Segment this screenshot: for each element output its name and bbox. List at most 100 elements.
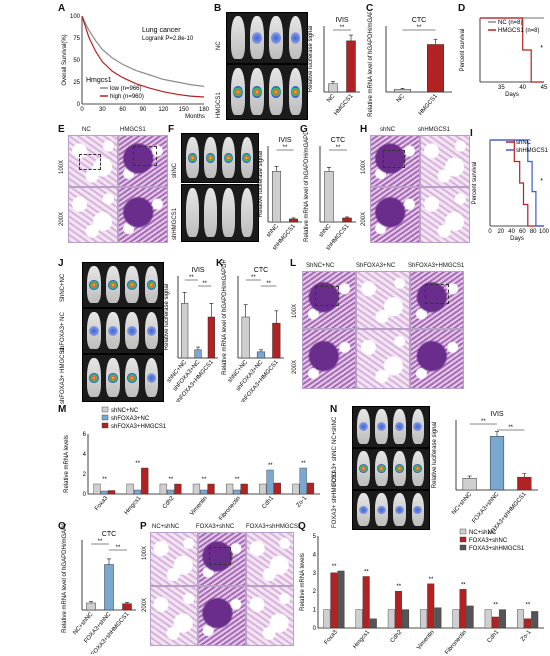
histology-shnc-100x xyxy=(370,135,420,187)
row-label-shhmgcs1: shHMGCS1 xyxy=(172,207,178,240)
mouse-silhouette xyxy=(269,16,283,59)
histology-p-3-100x xyxy=(246,532,294,586)
legend-label: high (n=960) xyxy=(110,94,144,100)
mouse-silhouette xyxy=(222,188,236,237)
legend-label: NC (n=8) xyxy=(498,20,523,26)
bar xyxy=(289,218,298,223)
y-tick-label: 3 xyxy=(313,571,317,577)
bar xyxy=(292,483,300,495)
x-tick-label: 60 xyxy=(519,229,526,235)
y-axis-label: Relative luciferase signal xyxy=(258,151,264,217)
series-line xyxy=(490,139,544,227)
significance-label: ** xyxy=(202,281,207,287)
ivis-image-shnc xyxy=(181,133,259,183)
category-label: Zo-1 xyxy=(520,629,533,643)
bar xyxy=(207,316,215,359)
legend-swatch xyxy=(459,528,467,535)
luciferase-signal xyxy=(108,279,118,290)
mouse-silhouette xyxy=(411,493,425,526)
bar xyxy=(330,572,338,629)
bar xyxy=(394,590,402,629)
ivis-image-foxa3-shnc xyxy=(352,448,430,490)
mouse-silhouette xyxy=(393,409,407,444)
luciferase-signal xyxy=(146,279,157,290)
y-axis-label: Relative mRNA level of hGAPDH/mGAPDH xyxy=(368,12,374,117)
histology-l-3-100x xyxy=(410,271,464,329)
chart-subtitle: Logrank P=2.8e-10 xyxy=(142,36,194,42)
row-label-200x-l: 200X xyxy=(292,359,298,374)
panel-letter-l: L xyxy=(290,258,297,269)
category-label: Vimentin xyxy=(416,629,436,651)
panel-letter-m: M xyxy=(58,404,67,415)
y-tick-label: 4 xyxy=(83,452,87,458)
legend-swatch xyxy=(101,414,109,421)
bar xyxy=(524,618,532,629)
col-label-hmgcs1: HMGCS1 xyxy=(120,127,146,133)
y-tick-label: 0 xyxy=(83,492,87,498)
bar xyxy=(167,489,175,495)
bar xyxy=(355,609,363,629)
y-tick-label: 50 xyxy=(73,58,80,64)
bar xyxy=(462,478,477,491)
luciferase-signal xyxy=(271,32,281,44)
histology-l-1-100x xyxy=(302,271,356,329)
mouse-silhouette xyxy=(106,311,120,350)
chart-title: IVIS xyxy=(335,17,349,24)
panel-letter-q: Q xyxy=(298,521,306,532)
chart-title: IVIS xyxy=(278,137,292,144)
significance-label: ** xyxy=(235,477,240,483)
mouse-silhouette xyxy=(87,311,101,350)
panel-letter-o: O xyxy=(58,521,66,532)
luciferase-signal xyxy=(376,464,386,474)
luciferase-signal xyxy=(358,464,368,474)
panel-letter-g: G xyxy=(300,124,308,135)
mouse-silhouette xyxy=(87,357,101,398)
significance-label: ** xyxy=(283,145,288,151)
category-label: NC+shNC xyxy=(451,491,473,516)
y-tick-label: 75 xyxy=(73,36,80,42)
legend-label: FOXA3+shNC xyxy=(469,538,508,544)
bar xyxy=(194,349,202,359)
bar xyxy=(434,607,442,629)
mouse-silhouette xyxy=(375,451,388,486)
mouse-silhouette xyxy=(288,68,303,115)
panel-letter-c: C xyxy=(366,3,374,14)
category-label: HMGCS1 xyxy=(418,93,440,117)
category-label: HMGCS1 xyxy=(333,93,355,117)
mouse-silhouette xyxy=(269,68,283,115)
x-tick-label: 120 xyxy=(158,107,169,113)
panel-letter-k: K xyxy=(216,258,224,269)
panel-letter-b: B xyxy=(214,3,222,14)
ivis-image-nc xyxy=(226,12,308,64)
mouse-silhouette xyxy=(144,265,159,304)
y-axis-label: Relative luciferase signal xyxy=(308,26,314,92)
row-label-nc: NC xyxy=(216,41,222,50)
y-tick-label: 0 xyxy=(313,626,317,632)
category-label: Cdh1 xyxy=(487,629,501,644)
y-tick-label: 2 xyxy=(83,472,87,478)
row-label-100x-p: 100X xyxy=(142,545,148,560)
histology-shhmgcs1-200x xyxy=(420,187,470,243)
luciferase-signal xyxy=(376,505,386,515)
legend-label: HMGCS1 (n=8) xyxy=(498,28,540,34)
bar xyxy=(141,467,149,495)
row-label-200x-p: 200X xyxy=(142,597,148,612)
mrna-grouped-bar-chart-q: 0 1 2 3 4 5 Foxa3 ** Hmgcs1 ** Cdh2 ** Vimentin ** Fib… xyxy=(300,528,544,654)
row-label-shfoxa3-hmgcs1: shFOXA3+ HMGCS1 xyxy=(60,347,66,404)
legend-label: FOXA3+shHMGCS1 xyxy=(469,546,525,552)
luciferase-signal xyxy=(233,85,243,98)
row-label-100x-h: 100X xyxy=(361,159,367,174)
category-label: Fibronectin xyxy=(444,629,468,654)
ivis-image-hmgcs1 xyxy=(226,64,308,120)
bar xyxy=(394,89,411,93)
histology-p-1-200x xyxy=(150,586,198,646)
chart-title: CTC xyxy=(254,267,268,274)
luciferase-signal xyxy=(413,505,423,515)
ivis-image-shfoxa3-nc xyxy=(82,308,164,354)
y-tick-label: 5 xyxy=(313,534,317,540)
chart-title: CTC xyxy=(102,531,116,538)
mouse-silhouette xyxy=(411,451,425,486)
